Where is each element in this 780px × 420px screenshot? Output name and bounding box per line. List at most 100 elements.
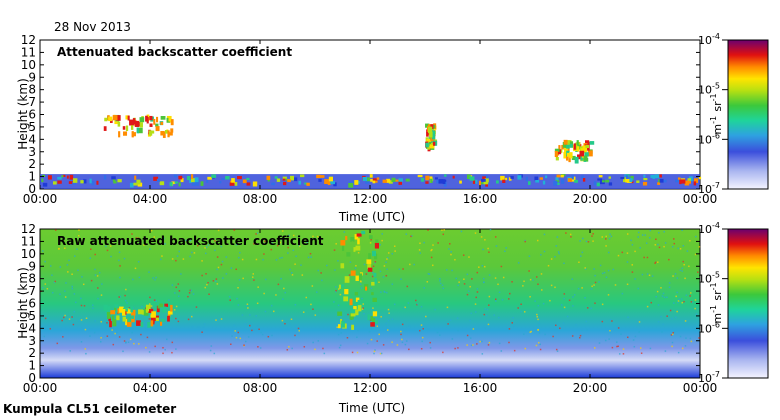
noise-cell bbox=[430, 256, 433, 259]
noise-cell bbox=[646, 256, 649, 259]
cloud-cell bbox=[117, 308, 120, 314]
noise-cell bbox=[214, 328, 217, 330]
cloud-cell bbox=[150, 320, 154, 327]
aerosol-cell bbox=[581, 175, 584, 179]
noise-cell bbox=[286, 349, 289, 351]
cloud-cell bbox=[155, 317, 159, 322]
noise-cell bbox=[100, 337, 102, 339]
noise-cell bbox=[303, 346, 306, 348]
noise-cell bbox=[84, 328, 87, 331]
noise-cell bbox=[287, 246, 289, 249]
noise-cell bbox=[376, 340, 378, 342]
aerosol-cell bbox=[534, 176, 539, 181]
noise-cell bbox=[544, 333, 546, 336]
noise-cell bbox=[182, 258, 185, 260]
noise-cell bbox=[229, 299, 231, 301]
aerosol-cell bbox=[194, 181, 199, 186]
noise-cell bbox=[78, 229, 80, 231]
aerosol-cell bbox=[420, 177, 425, 182]
cloud-cell bbox=[426, 138, 432, 145]
noise-cell bbox=[178, 290, 181, 292]
aerosol-cell bbox=[556, 182, 560, 185]
noise-cell bbox=[528, 270, 530, 272]
noise-cell bbox=[89, 335, 91, 337]
noise-cell bbox=[76, 248, 78, 250]
noise-cell bbox=[195, 306, 198, 308]
noise-cell bbox=[175, 348, 177, 350]
noise-cell bbox=[205, 246, 208, 249]
noise-cell bbox=[542, 302, 545, 305]
noise-cell bbox=[537, 318, 539, 321]
noise-cell bbox=[637, 236, 639, 238]
noise-cell bbox=[106, 249, 109, 252]
noise-cell bbox=[470, 344, 473, 347]
noise-cell bbox=[207, 244, 210, 246]
noise-cell bbox=[646, 273, 649, 275]
noise-cell bbox=[654, 262, 656, 264]
noise-cell bbox=[601, 303, 604, 306]
aerosol-cell bbox=[452, 175, 455, 179]
noise-cell bbox=[639, 347, 642, 349]
noise-cell bbox=[89, 257, 92, 259]
noise-cell bbox=[620, 333, 622, 335]
noise-cell bbox=[671, 333, 674, 336]
noise-cell bbox=[483, 325, 485, 328]
noise-cell bbox=[122, 350, 124, 353]
noise-cell bbox=[317, 340, 320, 342]
cloud-cell bbox=[353, 306, 357, 310]
noise-cell bbox=[672, 238, 675, 240]
noise-cell bbox=[386, 258, 388, 260]
noise-cell bbox=[638, 321, 641, 323]
noise-cell bbox=[257, 346, 259, 348]
noise-cell bbox=[213, 352, 216, 355]
aerosol-cell bbox=[642, 181, 648, 186]
cloud-cell bbox=[112, 319, 117, 327]
noise-cell bbox=[239, 251, 241, 254]
noise-cell bbox=[685, 294, 688, 296]
noise-cell bbox=[627, 316, 629, 319]
noise-cell bbox=[47, 316, 49, 319]
aerosol-cell bbox=[306, 182, 310, 186]
noise-cell bbox=[670, 334, 673, 336]
noise-cell bbox=[690, 340, 693, 343]
aerosol-cell bbox=[246, 177, 250, 181]
noise-cell bbox=[663, 245, 665, 248]
noise-cell bbox=[579, 334, 582, 337]
noise-cell bbox=[393, 245, 396, 247]
x-tick-label: 12:00 bbox=[353, 381, 388, 395]
noise-cell bbox=[591, 235, 593, 237]
x-tick-label: 04:00 bbox=[133, 381, 168, 395]
noise-cell bbox=[500, 350, 503, 352]
noise-cell bbox=[256, 232, 259, 234]
noise-cell bbox=[335, 289, 337, 292]
cloud-cell bbox=[585, 144, 590, 149]
noise-cell bbox=[64, 296, 67, 298]
y-tick-label: 12 bbox=[21, 33, 36, 47]
noise-cell bbox=[621, 251, 624, 254]
aerosol-cell bbox=[582, 178, 586, 182]
noise-cell bbox=[119, 295, 121, 298]
noise-cell bbox=[205, 252, 207, 255]
noise-cell bbox=[376, 325, 379, 328]
noise-cell bbox=[71, 285, 73, 288]
noise-cell bbox=[163, 237, 165, 240]
aerosol-cell bbox=[327, 181, 331, 186]
noise-cell bbox=[138, 276, 141, 279]
aerosol-cell bbox=[68, 181, 74, 184]
cloud-cell bbox=[561, 144, 564, 150]
aerosol-cell bbox=[252, 181, 258, 187]
noise-cell bbox=[289, 268, 291, 271]
aerosol-cell bbox=[597, 178, 603, 181]
cloud-cell bbox=[373, 272, 377, 278]
noise-cell bbox=[140, 333, 142, 336]
noise-cell bbox=[431, 248, 433, 251]
colorbar-unit-exp: -1 bbox=[709, 116, 718, 124]
noise-cell bbox=[579, 336, 581, 339]
noise-cell bbox=[616, 341, 618, 343]
aerosol-cell bbox=[191, 181, 195, 186]
noise-cell bbox=[197, 326, 200, 328]
noise-cell bbox=[522, 285, 524, 287]
noise-cell bbox=[586, 307, 589, 309]
noise-cell bbox=[273, 310, 275, 313]
cloud-cell bbox=[140, 321, 144, 328]
